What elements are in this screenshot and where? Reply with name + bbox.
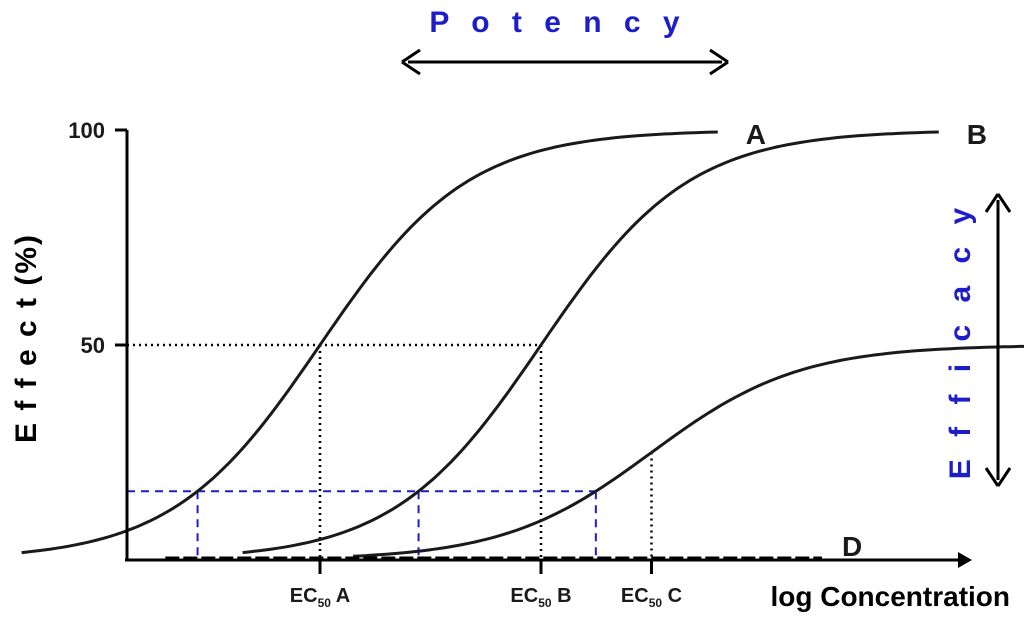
potency-arrow-right-head: [709, 48, 729, 76]
efficacy-arrow-bottom-head: [984, 467, 1012, 487]
curve-c: [353, 344, 1024, 558]
curve-label-a: A: [746, 119, 766, 150]
curve-label-d: D: [842, 531, 862, 562]
x-axis-arrowhead: [958, 552, 972, 568]
x-axis-title: log Concentration: [770, 581, 1010, 612]
potency-annotation: P o t e n c y: [429, 6, 686, 39]
ec50-label-c: EC50 C: [621, 585, 682, 610]
y-tick-label-100: 100: [68, 118, 105, 143]
y-axis-title: E f f e c t (%): [10, 233, 43, 443]
ec50-label-b: EC50 B: [510, 585, 571, 610]
curve-a: [21, 130, 718, 555]
efficacy-annotation: E f f i c a c y: [944, 201, 977, 479]
potency-arrow-left-head: [401, 48, 421, 76]
curve-b: [242, 130, 939, 555]
ec50-label-a: EC50 A: [290, 585, 350, 610]
y-tick-label-50: 50: [81, 333, 105, 358]
efficacy-arrow-top-head: [984, 193, 1012, 213]
curve-label-b: B: [967, 119, 987, 150]
